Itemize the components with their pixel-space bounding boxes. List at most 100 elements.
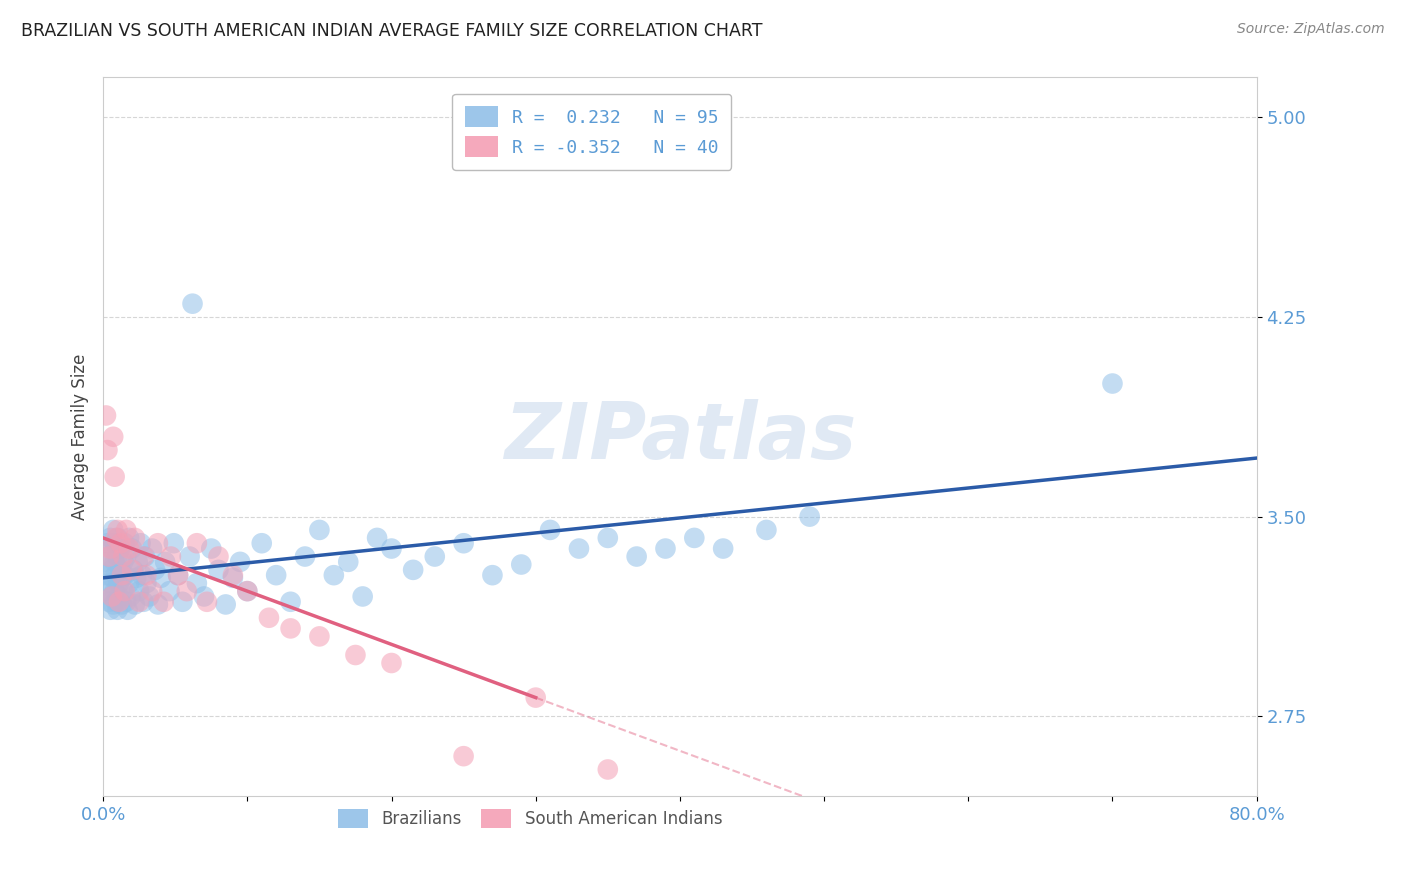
Point bbox=[101, 590, 124, 604]
Point bbox=[110, 563, 132, 577]
Point bbox=[103, 598, 125, 612]
Point bbox=[596, 531, 619, 545]
Point bbox=[280, 621, 302, 635]
Point bbox=[103, 430, 125, 444]
Point bbox=[352, 590, 374, 604]
Point bbox=[98, 531, 121, 545]
Y-axis label: Average Family Size: Average Family Size bbox=[72, 353, 89, 520]
Point bbox=[481, 568, 503, 582]
Point bbox=[103, 571, 125, 585]
Point bbox=[280, 595, 302, 609]
Point bbox=[141, 584, 163, 599]
Point bbox=[105, 568, 128, 582]
Point bbox=[337, 555, 360, 569]
Point bbox=[101, 541, 124, 556]
Point bbox=[207, 549, 229, 564]
Point bbox=[96, 584, 118, 599]
Point bbox=[127, 555, 149, 569]
Point bbox=[250, 536, 273, 550]
Point bbox=[322, 568, 344, 582]
Point bbox=[121, 541, 143, 556]
Point bbox=[181, 296, 204, 310]
Point bbox=[120, 590, 142, 604]
Point bbox=[596, 763, 619, 777]
Point bbox=[121, 563, 143, 577]
Point bbox=[122, 563, 145, 577]
Point bbox=[755, 523, 778, 537]
Point bbox=[538, 523, 561, 537]
Point bbox=[115, 595, 138, 609]
Point bbox=[160, 549, 183, 564]
Point bbox=[453, 536, 475, 550]
Text: Source: ZipAtlas.com: Source: ZipAtlas.com bbox=[1237, 22, 1385, 37]
Point bbox=[94, 568, 117, 582]
Point bbox=[308, 523, 330, 537]
Point bbox=[135, 576, 157, 591]
Point bbox=[114, 584, 136, 599]
Point bbox=[193, 590, 215, 604]
Point bbox=[108, 590, 131, 604]
Point bbox=[215, 598, 238, 612]
Point bbox=[117, 603, 139, 617]
Point bbox=[153, 555, 176, 569]
Point bbox=[711, 541, 734, 556]
Point bbox=[510, 558, 533, 572]
Point bbox=[423, 549, 446, 564]
Point bbox=[132, 595, 155, 609]
Point bbox=[654, 541, 676, 556]
Point bbox=[207, 563, 229, 577]
Point bbox=[114, 536, 136, 550]
Point bbox=[104, 555, 127, 569]
Point bbox=[125, 571, 148, 585]
Point bbox=[128, 595, 150, 609]
Point bbox=[236, 584, 259, 599]
Point bbox=[110, 541, 132, 556]
Point bbox=[112, 555, 135, 569]
Point bbox=[105, 531, 128, 545]
Point bbox=[111, 598, 134, 612]
Point bbox=[108, 576, 131, 591]
Point bbox=[118, 576, 141, 591]
Point bbox=[380, 541, 402, 556]
Point bbox=[114, 568, 136, 582]
Point bbox=[143, 563, 166, 577]
Point bbox=[195, 595, 218, 609]
Point bbox=[134, 549, 156, 564]
Point bbox=[683, 531, 706, 545]
Point bbox=[111, 571, 134, 585]
Point bbox=[104, 469, 127, 483]
Point bbox=[149, 571, 172, 585]
Point bbox=[222, 571, 245, 585]
Point bbox=[568, 541, 591, 556]
Point bbox=[107, 603, 129, 617]
Point bbox=[146, 536, 169, 550]
Text: BRAZILIAN VS SOUTH AMERICAN INDIAN AVERAGE FAMILY SIZE CORRELATION CHART: BRAZILIAN VS SOUTH AMERICAN INDIAN AVERA… bbox=[21, 22, 762, 40]
Point bbox=[257, 611, 280, 625]
Point bbox=[107, 549, 129, 564]
Point bbox=[94, 409, 117, 423]
Point bbox=[799, 509, 821, 524]
Point bbox=[308, 629, 330, 643]
Point bbox=[96, 443, 118, 458]
Point bbox=[229, 555, 252, 569]
Point bbox=[124, 598, 146, 612]
Point bbox=[264, 568, 287, 582]
Point bbox=[111, 568, 134, 582]
Point bbox=[107, 531, 129, 545]
Point bbox=[98, 541, 121, 556]
Point bbox=[93, 555, 115, 569]
Point bbox=[97, 595, 120, 609]
Point bbox=[124, 531, 146, 545]
Point bbox=[163, 536, 186, 550]
Point bbox=[344, 648, 367, 662]
Point bbox=[186, 576, 208, 591]
Point bbox=[402, 563, 425, 577]
Point bbox=[115, 549, 138, 564]
Point bbox=[146, 598, 169, 612]
Point bbox=[115, 523, 138, 537]
Point bbox=[118, 531, 141, 545]
Point bbox=[101, 563, 124, 577]
Point bbox=[97, 549, 120, 564]
Point bbox=[101, 590, 124, 604]
Point bbox=[167, 568, 190, 582]
